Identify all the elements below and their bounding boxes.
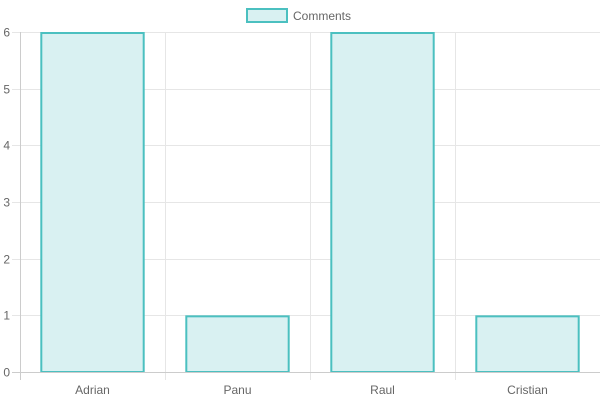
bar-panu[interactable] (185, 315, 290, 374)
x-tick-label: Cristian (507, 383, 548, 397)
x-tick-label: Adrian (75, 383, 110, 397)
y-tick-label: 0 (3, 366, 10, 380)
bar-adrian[interactable] (40, 32, 145, 373)
x-tick-label: Panu (223, 383, 251, 397)
y-axis-ticks: 0 1 2 3 4 5 6 (3, 26, 10, 380)
legend[interactable]: Comments (246, 8, 351, 23)
legend-label-comments[interactable]: Comments (293, 9, 351, 23)
y-tick-label: 5 (3, 83, 10, 97)
y-tick-label: 3 (3, 196, 10, 210)
bar-cristian[interactable] (475, 315, 580, 374)
x-tick-label: Raul (370, 383, 395, 397)
y-tick-label: 2 (3, 253, 10, 267)
bars (40, 32, 580, 374)
y-tick-label: 1 (3, 309, 10, 323)
y-tick-label: 6 (3, 26, 10, 40)
legend-swatch-comments[interactable] (246, 8, 288, 23)
bar-raul[interactable] (330, 32, 435, 373)
y-tick-label: 4 (3, 139, 10, 153)
x-axis-ticks: Adrian Panu Raul Cristian (75, 383, 548, 397)
